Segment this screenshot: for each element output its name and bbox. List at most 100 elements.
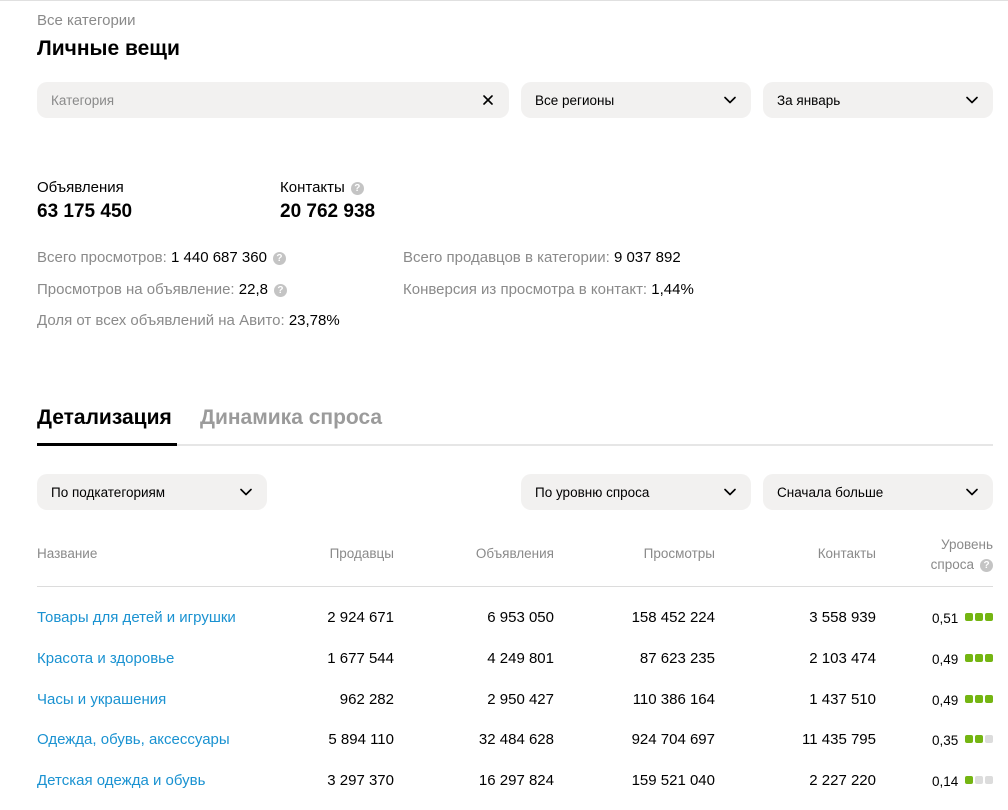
region-select[interactable]: Все регионы: [521, 82, 751, 118]
row-sellers: 2 924 671: [327, 609, 394, 626]
ads-label: Объявления: [37, 179, 124, 196]
metric-share-value: 23,78%: [288, 312, 340, 329]
question-icon[interactable]: ?: [350, 181, 364, 195]
row-views: 924 704 697: [631, 731, 715, 748]
table-row[interactable]: Часы и украшения 962 282 2 950 427 110 386 …: [0, 691, 1008, 721]
demand-level-indicator: [965, 613, 993, 621]
row-name-link[interactable]: Часы и украшения: [37, 691, 167, 708]
demand-dot: [965, 654, 973, 662]
metric-conversion-label: Конверсия из просмотра в контакт:: [403, 281, 648, 298]
breadcrumb[interactable]: Все категории: [37, 12, 136, 29]
row-ads: 32 484 628: [478, 731, 554, 748]
filter-by-select[interactable]: По уровню спроса: [521, 474, 751, 510]
demand-dot: [965, 776, 973, 784]
metric-views-per-ad-label: Просмотров на объявление:: [37, 281, 235, 298]
ads-value: 63 175 450: [37, 201, 133, 222]
period-select[interactable]: За январь: [763, 82, 993, 118]
metric-views-per-ad-value: 22,8: [238, 281, 268, 298]
demand-dot: [985, 695, 993, 703]
col-header-contacts[interactable]: Контакты: [817, 546, 876, 561]
row-demand-value: 0,35: [932, 733, 959, 748]
row-demand-value: 0,14: [932, 774, 959, 789]
col-header-sellers[interactable]: Продавцы: [329, 546, 394, 561]
col-header-views[interactable]: Просмотры: [643, 546, 715, 561]
question-icon[interactable]: ?: [273, 283, 287, 297]
metric-views-per-ad: Просмотров на объявление: 22,8?: [37, 281, 287, 298]
table-row[interactable]: Товары для детей и игрушки 2 924 671 6 953…: [0, 609, 1008, 639]
col-header-demand-line2-wrap[interactable]: спроса?: [873, 557, 993, 572]
row-demand-value: 0,49: [932, 652, 959, 667]
col-header-demand-line1[interactable]: Уровень: [940, 537, 993, 552]
demand-dot: [965, 735, 973, 743]
region-value: Все регионы: [535, 92, 615, 108]
row-ads: 4 249 801: [487, 650, 554, 667]
chevron-down-icon: [239, 485, 253, 499]
contacts-label: Контакты: [280, 179, 345, 196]
question-icon[interactable]: ?: [272, 251, 286, 265]
metric-sellers-value: 9 037 892: [613, 249, 681, 266]
row-contacts: 3 558 939: [809, 609, 876, 626]
category-input[interactable]: Категория: [37, 82, 509, 118]
demand-dot: [985, 776, 993, 784]
row-contacts: 1 437 510: [809, 691, 876, 708]
demand-level-indicator: [965, 654, 993, 662]
metric-conversion-value: 1,44%: [651, 281, 694, 298]
page-title: Личные вещи: [37, 37, 180, 60]
sort-value: Сначала больше: [777, 484, 884, 500]
tab-demand-dynamics[interactable]: Динамика спроса: [200, 406, 383, 429]
table-header-divider: [37, 586, 993, 587]
group-by-value: По подкатегориям: [51, 484, 166, 500]
sort-select[interactable]: Сначала больше: [763, 474, 993, 510]
top-divider: [0, 0, 1008, 1]
row-sellers: 5 894 110: [328, 731, 394, 748]
metric-share-label: Доля от всех объявлений на Авито:: [37, 312, 285, 329]
contacts-label-wrap: Контакты?: [280, 179, 364, 196]
table-row[interactable]: Красота и здоровье 1 677 544 4 249 801 87 6…: [0, 650, 1008, 680]
metric-conversion: Конверсия из просмотра в контакт: 1,44%: [403, 281, 694, 298]
chevron-down-icon: [723, 93, 737, 107]
col-header-name: Название: [37, 546, 98, 561]
demand-dot: [975, 613, 983, 621]
tab-details[interactable]: Детализация: [37, 406, 172, 429]
demand-dot: [965, 695, 973, 703]
row-name-link[interactable]: Красота и здоровье: [37, 650, 175, 667]
close-icon[interactable]: [481, 93, 495, 107]
row-ads: 6 953 050: [487, 609, 554, 626]
metric-views-value: 1 440 687 360: [171, 249, 267, 266]
demand-dot: [975, 776, 983, 784]
row-ads: 2 950 427: [487, 691, 554, 708]
category-placeholder: Категория: [51, 92, 115, 108]
col-header-ads[interactable]: Объявления: [475, 546, 554, 561]
contacts-value: 20 762 938: [280, 201, 376, 222]
period-value: За январь: [777, 92, 841, 108]
question-icon[interactable]: ?: [980, 558, 993, 572]
table-row[interactable]: Детская одежда и обувь 3 297 370 16 297 82…: [0, 772, 1008, 802]
demand-level-indicator: [965, 735, 993, 743]
filter-by-value: По уровню спроса: [535, 484, 650, 500]
row-name-link[interactable]: Товары для детей и игрушки: [37, 609, 236, 626]
group-by-select[interactable]: По подкатегориям: [37, 474, 267, 510]
table-row[interactable]: Одежда, обувь, аксессуары 5 894 110 32 484…: [0, 731, 1008, 761]
row-sellers: 1 677 544: [327, 650, 394, 667]
row-demand-value: 0,51: [932, 611, 959, 626]
demand-dot: [975, 695, 983, 703]
tabs-divider: [37, 444, 993, 446]
demand-level-indicator: [965, 695, 993, 703]
col-header-demand-line2: спроса: [930, 557, 974, 572]
demand-level-indicator: [965, 776, 993, 784]
row-contacts: 2 103 474: [809, 650, 876, 667]
row-sellers: 3 297 370: [327, 772, 394, 789]
row-views: 158 452 224: [631, 609, 715, 626]
row-name-link[interactable]: Детская одежда и обувь: [37, 772, 206, 789]
row-name-link[interactable]: Одежда, обувь, аксессуары: [37, 731, 230, 748]
row-views: 87 623 235: [639, 650, 715, 667]
metric-views-label: Всего просмотров:: [37, 249, 167, 266]
chevron-down-icon: [965, 93, 979, 107]
row-contacts: 11 435 795: [802, 731, 876, 748]
row-views: 110 386 164: [632, 691, 715, 708]
metric-sellers-label: Всего продавцов в категории:: [403, 249, 610, 266]
metric-views: Всего просмотров: 1 440 687 360?: [37, 249, 286, 266]
chevron-down-icon: [965, 485, 979, 499]
row-contacts: 2 227 220: [809, 772, 876, 789]
row-views: 159 521 040: [631, 772, 715, 789]
